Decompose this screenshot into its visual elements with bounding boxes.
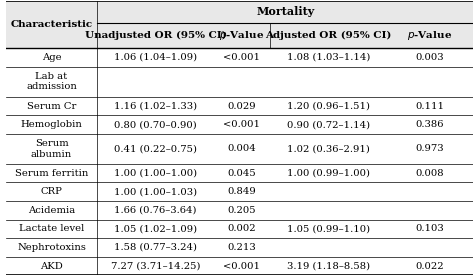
Text: Acidemia: Acidemia (28, 206, 75, 215)
Text: AKD: AKD (40, 262, 63, 270)
Text: 1.00 (1.00–1.03): 1.00 (1.00–1.03) (114, 187, 197, 196)
Text: 0.103: 0.103 (416, 224, 445, 233)
Text: <0.001: <0.001 (223, 262, 260, 270)
Text: Serum
albumin: Serum albumin (31, 139, 72, 159)
Text: Lab at
admission: Lab at admission (26, 72, 77, 91)
Text: 0.973: 0.973 (416, 144, 445, 153)
Text: 0.205: 0.205 (228, 206, 256, 215)
Text: 0.004: 0.004 (228, 144, 256, 153)
Text: 0.111: 0.111 (416, 102, 445, 111)
Text: 1.00 (0.99–1.00): 1.00 (0.99–1.00) (287, 169, 370, 178)
Text: 1.06 (1.04–1.09): 1.06 (1.04–1.09) (114, 53, 197, 62)
Text: 0.029: 0.029 (228, 102, 256, 111)
Text: 1.05 (1.02–1.09): 1.05 (1.02–1.09) (114, 224, 197, 233)
Text: 0.213: 0.213 (228, 243, 256, 252)
Text: Adjusted OR (95% CI): Adjusted OR (95% CI) (265, 31, 392, 40)
Text: 7.27 (3.71–14.25): 7.27 (3.71–14.25) (111, 262, 200, 270)
Text: 0.045: 0.045 (228, 169, 256, 178)
Text: Characteristic: Characteristic (10, 20, 92, 29)
Text: 0.002: 0.002 (228, 224, 256, 233)
Text: 0.849: 0.849 (228, 187, 256, 196)
Text: 1.05 (0.99–1.10): 1.05 (0.99–1.10) (287, 224, 370, 233)
Text: Age: Age (42, 53, 61, 62)
Text: 1.20 (0.96–1.51): 1.20 (0.96–1.51) (287, 102, 370, 111)
Text: 0.41 (0.22–0.75): 0.41 (0.22–0.75) (114, 144, 197, 153)
Text: CRP: CRP (41, 187, 63, 196)
Text: 0.022: 0.022 (416, 262, 445, 270)
Text: 1.58 (0.77–3.24): 1.58 (0.77–3.24) (114, 243, 197, 252)
Text: 1.16 (1.02–1.33): 1.16 (1.02–1.33) (114, 102, 197, 111)
Text: 0.003: 0.003 (416, 53, 445, 62)
Text: Serum ferritin: Serum ferritin (15, 169, 88, 178)
Text: Hemoglobin: Hemoglobin (20, 120, 82, 129)
Text: 1.02 (0.36–2.91): 1.02 (0.36–2.91) (287, 144, 370, 153)
Text: Nephrotoxins: Nephrotoxins (17, 243, 86, 252)
Text: Unadjusted OR (95% CI): Unadjusted OR (95% CI) (85, 31, 226, 40)
Text: 1.66 (0.76–3.64): 1.66 (0.76–3.64) (114, 206, 197, 215)
Text: Serum Cr: Serum Cr (27, 102, 76, 111)
Text: 3.19 (1.18–8.58): 3.19 (1.18–8.58) (287, 262, 370, 270)
Text: 1.00 (1.00–1.00): 1.00 (1.00–1.00) (114, 169, 197, 178)
Text: Mortality: Mortality (256, 6, 314, 17)
Text: 1.08 (1.03–1.14): 1.08 (1.03–1.14) (287, 53, 370, 62)
Text: 0.80 (0.70–0.90): 0.80 (0.70–0.90) (114, 120, 197, 129)
Text: 0.008: 0.008 (416, 169, 445, 178)
Text: Lactate level: Lactate level (19, 224, 84, 233)
Text: $p$‑Value: $p$‑Value (408, 29, 453, 42)
Text: 0.386: 0.386 (416, 120, 444, 129)
Text: 0.90 (0.72–1.14): 0.90 (0.72–1.14) (287, 120, 370, 129)
Bar (6, 1, 474, 48)
Text: <0.001: <0.001 (223, 53, 260, 62)
Text: <0.001: <0.001 (223, 120, 260, 129)
Text: $p$‑Value: $p$‑Value (219, 29, 264, 42)
